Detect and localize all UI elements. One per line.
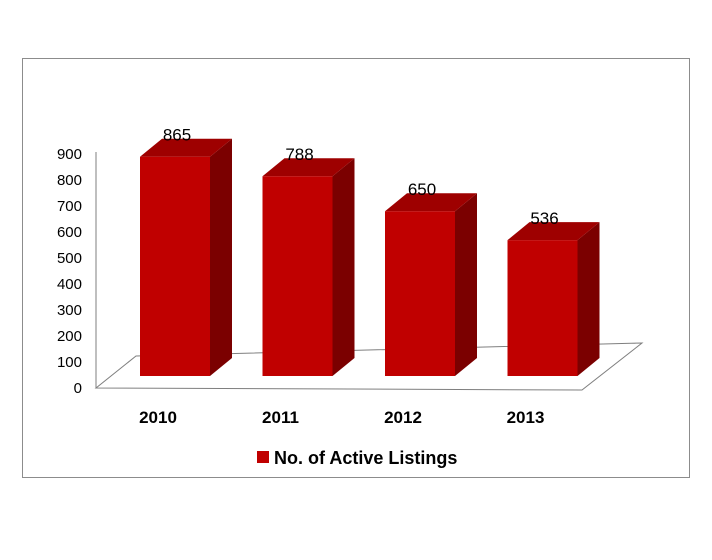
y-axis: 0 100 200 300 400 500 600 700 800 900 — [57, 146, 97, 397]
x-tick-label: 2012 — [384, 408, 422, 427]
bar-2013 — [507, 222, 600, 376]
data-label: 536 — [530, 209, 558, 228]
y-tick-label: 700 — [57, 198, 82, 215]
legend: No. of Active Listings — [257, 448, 457, 468]
bar-side — [577, 222, 600, 376]
x-tick-label: 2011 — [262, 408, 299, 427]
bar-side — [210, 138, 232, 376]
bar-2010 — [140, 138, 232, 376]
bar-top — [140, 138, 232, 157]
y-tick-label: 600 — [57, 224, 82, 241]
bar-2011 — [262, 158, 355, 376]
y-tick-label: 800 — [57, 172, 82, 189]
y-tick-label: 900 — [57, 146, 82, 163]
x-tick-label: 2013 — [507, 408, 545, 427]
bar-side — [332, 158, 355, 376]
bar-front — [507, 240, 578, 376]
floor-plane — [94, 342, 644, 391]
y-tick-label: 200 — [57, 328, 82, 345]
data-label: 650 — [408, 180, 436, 199]
bar-front — [140, 156, 210, 376]
bar-top — [507, 222, 600, 241]
bar-front — [385, 211, 455, 376]
bar-top — [385, 193, 477, 212]
y-tick-label: 300 — [57, 302, 82, 319]
bar-side — [455, 193, 477, 376]
y-tick-label: 0 — [74, 380, 82, 397]
bars: 865 788 650 536 — [140, 126, 600, 376]
bar-front — [262, 176, 333, 376]
x-axis: 2010 2011 2012 2013 — [139, 408, 544, 427]
bar-top — [262, 158, 355, 177]
data-label: 788 — [285, 145, 313, 164]
bar-2012 — [385, 193, 477, 376]
x-tick-label: 2010 — [139, 408, 177, 427]
chart-floor — [94, 342, 644, 391]
legend-swatch — [257, 451, 269, 463]
y-tick-label: 100 — [57, 354, 82, 371]
y-tick-label: 500 — [57, 250, 82, 267]
legend-label: No. of Active Listings — [274, 448, 457, 468]
y-tick-label: 400 — [57, 276, 82, 293]
data-label: 865 — [163, 126, 191, 145]
